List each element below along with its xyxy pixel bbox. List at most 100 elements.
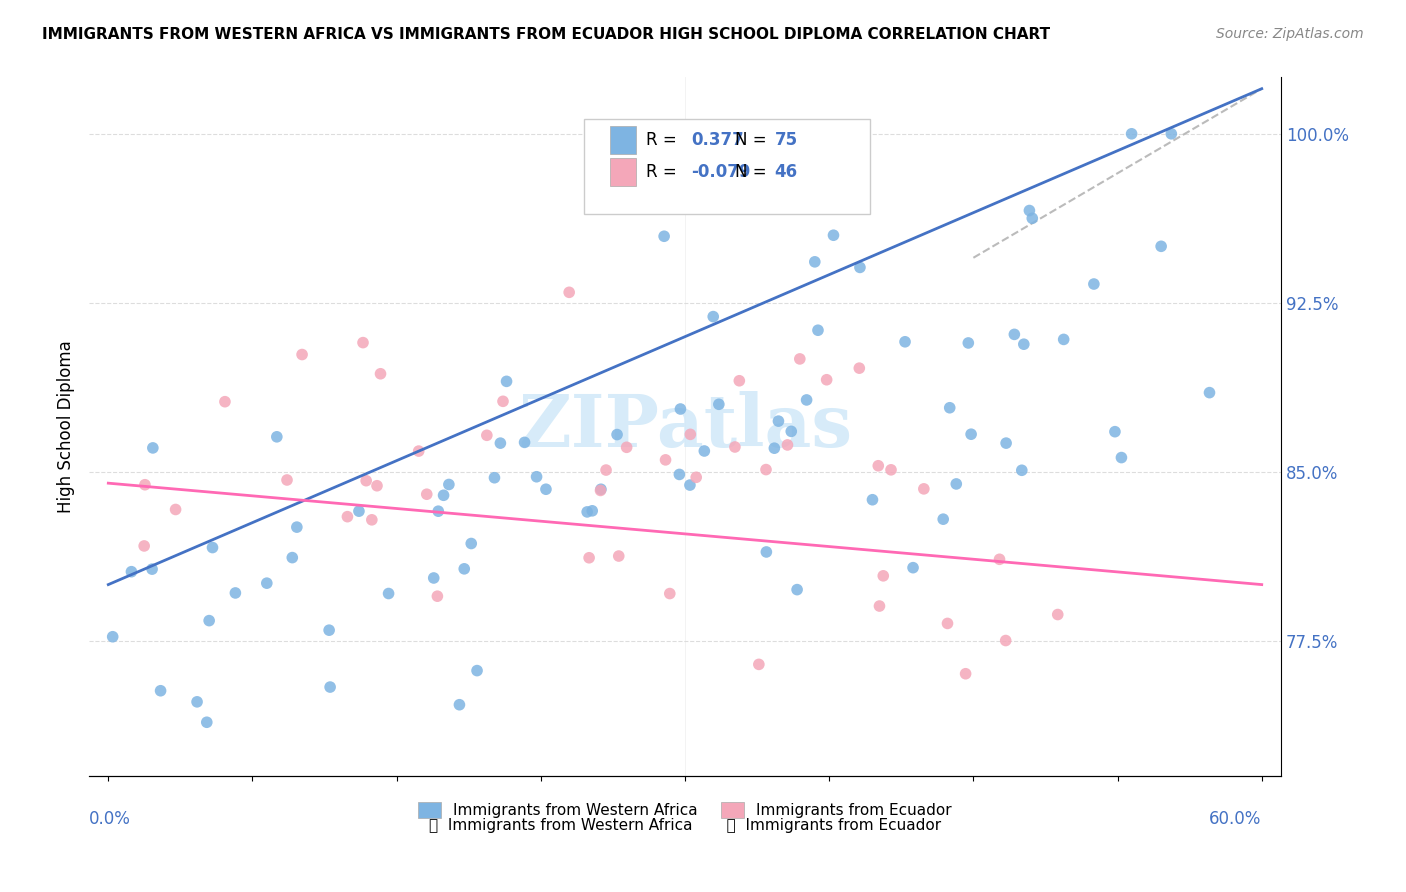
Point	[256, 576, 278, 591]
Point	[724, 440, 747, 454]
Point	[281, 550, 304, 565]
Point	[948, 780, 970, 795]
Point	[198, 614, 221, 628]
Legend: Immigrants from Western Africa, Immigrants from Ecuador: Immigrants from Western Africa, Immigran…	[412, 797, 957, 824]
Point	[318, 623, 340, 637]
Point	[955, 666, 977, 681]
Text: 🔵  Immigrants from Western Africa       🔴  Immigrants from Ecuador: 🔵 Immigrants from Western Africa 🔴 Immig…	[429, 818, 941, 833]
Text: -0.079: -0.079	[690, 162, 751, 181]
Point	[994, 633, 1017, 648]
Point	[679, 427, 702, 442]
Point	[957, 335, 980, 350]
Point	[595, 463, 617, 477]
Point	[1046, 607, 1069, 622]
Text: ZIPatlas: ZIPatlas	[517, 392, 852, 462]
Point	[995, 436, 1018, 450]
Point	[589, 482, 612, 496]
Point	[768, 414, 790, 428]
Point	[437, 477, 460, 491]
Point	[1104, 425, 1126, 439]
Point	[658, 586, 681, 600]
Point	[872, 569, 894, 583]
Point	[534, 482, 557, 496]
Point	[495, 375, 517, 389]
Point	[606, 427, 628, 442]
Point	[1011, 463, 1033, 477]
Point	[1121, 127, 1143, 141]
Point	[526, 469, 548, 483]
Point	[868, 458, 890, 473]
Point	[1083, 277, 1105, 291]
Point	[654, 453, 676, 467]
Point	[492, 394, 515, 409]
Point	[880, 463, 903, 477]
Point	[134, 539, 156, 553]
Point	[319, 680, 342, 694]
Point	[354, 474, 377, 488]
Point	[780, 425, 803, 439]
Point	[186, 695, 208, 709]
Point	[581, 504, 603, 518]
Point	[377, 586, 399, 600]
Text: 75: 75	[775, 131, 797, 149]
Point	[763, 441, 786, 455]
Point	[936, 616, 959, 631]
Point	[776, 438, 799, 452]
Point	[285, 520, 308, 534]
Point	[938, 401, 960, 415]
Point	[748, 657, 770, 672]
Point	[849, 260, 872, 275]
Point	[291, 347, 314, 361]
Point	[807, 323, 830, 337]
Point	[669, 402, 692, 417]
Text: 46: 46	[775, 162, 797, 181]
Text: R =: R =	[645, 162, 682, 181]
Point	[120, 565, 142, 579]
Point	[558, 285, 581, 300]
Point	[901, 560, 924, 574]
Point	[475, 428, 498, 442]
Point	[1198, 385, 1220, 400]
Point	[432, 488, 454, 502]
Text: 0.377: 0.377	[690, 131, 744, 149]
Point	[755, 545, 778, 559]
Point	[1111, 450, 1133, 465]
Point	[1012, 337, 1035, 351]
Point	[142, 441, 165, 455]
Point	[426, 589, 449, 603]
Text: IMMIGRANTS FROM WESTERN AFRICA VS IMMIGRANTS FROM ECUADOR HIGH SCHOOL DIPLOMA CO: IMMIGRANTS FROM WESTERN AFRICA VS IMMIGR…	[42, 27, 1050, 42]
Point	[848, 361, 870, 376]
Point	[336, 509, 359, 524]
Point	[214, 394, 236, 409]
Point	[489, 436, 512, 450]
Point	[513, 435, 536, 450]
Point	[360, 513, 382, 527]
Point	[912, 482, 935, 496]
Point	[789, 351, 811, 366]
FancyBboxPatch shape	[583, 120, 870, 214]
Point	[862, 492, 884, 507]
Point	[1053, 333, 1076, 347]
Point	[460, 536, 482, 550]
Point	[1002, 327, 1025, 342]
Point	[1160, 127, 1182, 141]
Point	[988, 552, 1011, 566]
Point	[869, 599, 891, 613]
Point	[815, 373, 838, 387]
Point	[1150, 239, 1173, 253]
Text: 0.0%: 0.0%	[89, 810, 131, 828]
Point	[347, 504, 370, 518]
Point	[484, 471, 506, 485]
Text: N =: N =	[735, 131, 772, 149]
Point	[796, 392, 818, 407]
FancyBboxPatch shape	[610, 158, 636, 186]
Point	[894, 334, 917, 349]
Point	[576, 505, 599, 519]
Point	[149, 683, 172, 698]
Point	[679, 478, 702, 492]
Text: 60.0%: 60.0%	[1209, 810, 1261, 828]
FancyBboxPatch shape	[610, 127, 636, 154]
Point	[589, 483, 612, 498]
Point	[370, 367, 392, 381]
Point	[607, 549, 630, 563]
